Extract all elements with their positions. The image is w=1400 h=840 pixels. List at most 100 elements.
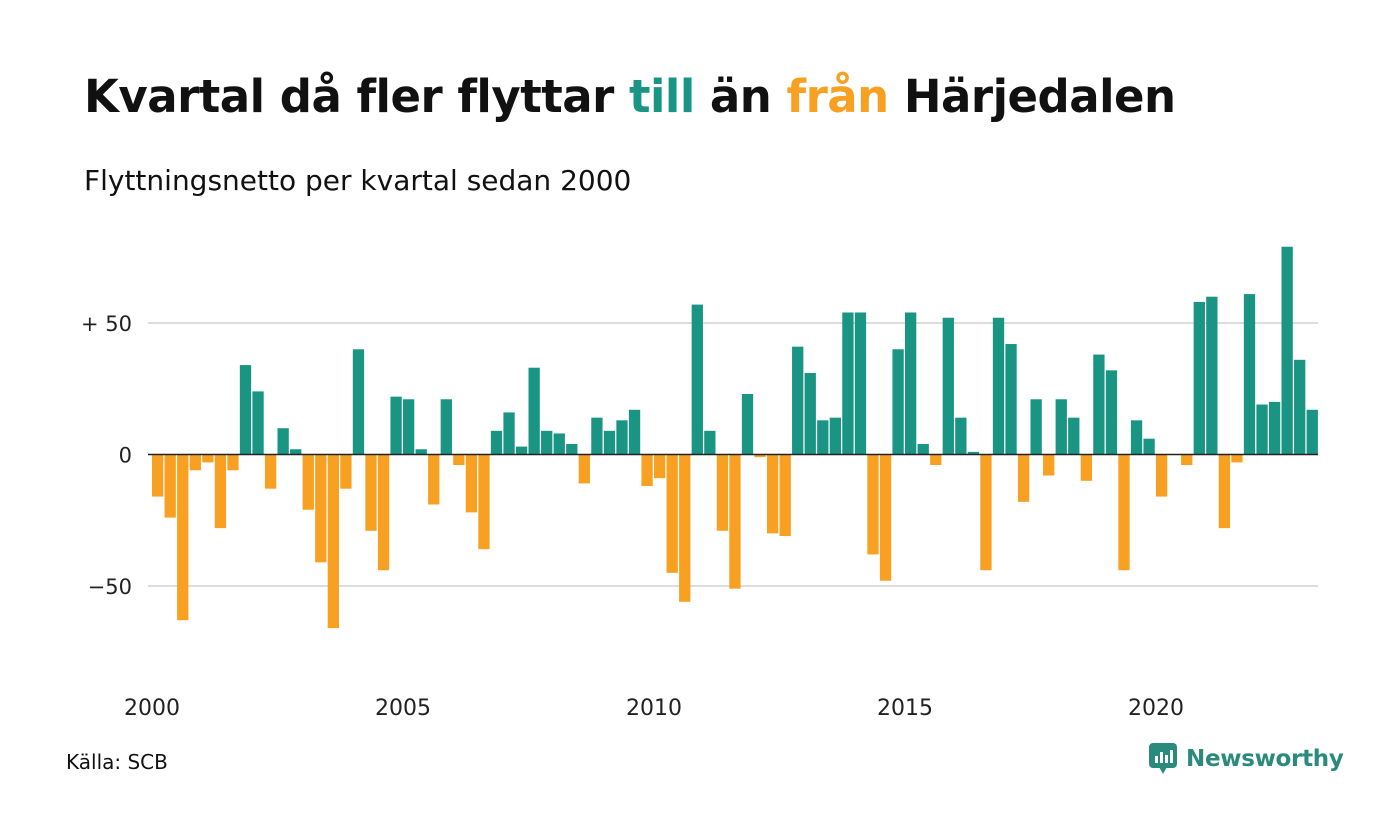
bar: [302, 454, 314, 510]
bar: [152, 454, 164, 497]
bar: [1206, 296, 1218, 455]
chart-title: Kvartal då fler flyttar till än från Här…: [84, 70, 1176, 123]
bar: [503, 412, 515, 455]
bar: [214, 454, 227, 529]
bar: [766, 454, 779, 534]
bar: [1055, 399, 1067, 455]
bar: [189, 454, 201, 471]
bar: [377, 454, 390, 571]
bar: [804, 372, 816, 455]
bar: [352, 349, 365, 455]
title-part-5: Härjedalen: [888, 70, 1176, 123]
bar: [541, 430, 553, 455]
bar: [616, 420, 628, 455]
brand-name: Newsworthy: [1186, 746, 1344, 772]
bar: [591, 417, 603, 455]
x-tick-label: 2020: [1128, 696, 1184, 721]
bar: [729, 454, 741, 589]
bar: [264, 454, 277, 489]
bar: [654, 454, 666, 479]
bar: [578, 454, 590, 484]
bar: [1118, 454, 1130, 571]
bar: [390, 396, 402, 455]
bar: [854, 312, 867, 455]
bar: [1231, 454, 1243, 463]
bar: [980, 454, 992, 571]
bar: [1256, 404, 1268, 455]
bar: [1080, 454, 1092, 481]
bar: [1193, 301, 1205, 455]
bar: [1281, 246, 1293, 455]
brand-logo: Newsworthy: [1148, 742, 1344, 776]
x-tick-label: 2000: [124, 696, 180, 721]
bar: [1243, 294, 1256, 455]
bar: [1043, 454, 1055, 476]
bar: [315, 454, 327, 563]
bar: [239, 365, 252, 455]
bar: [716, 454, 729, 531]
bar: [603, 430, 616, 455]
x-tick-label: 2015: [877, 696, 933, 721]
bar: [1294, 359, 1306, 455]
title-part-till: till: [628, 70, 695, 123]
bar: [227, 454, 239, 471]
bar: [1181, 454, 1193, 466]
title-part-fran: från: [786, 70, 890, 123]
bar: [1143, 438, 1155, 455]
bar: [754, 454, 766, 458]
bar: [942, 317, 954, 455]
bar: [252, 391, 264, 455]
bar: [917, 443, 929, 455]
bar: [1130, 420, 1143, 455]
bar: [164, 454, 176, 518]
bar: [1005, 344, 1017, 455]
bar: [403, 399, 415, 455]
bar: [691, 304, 703, 455]
y-tick-label: −50: [88, 575, 132, 599]
bar: [1068, 417, 1080, 455]
bar: [930, 454, 942, 466]
bar: [465, 454, 478, 513]
bar: [528, 367, 540, 455]
bar: [905, 312, 917, 455]
bar: [892, 349, 904, 455]
bar: [792, 346, 804, 455]
bar: [1218, 454, 1231, 529]
bar: [879, 454, 892, 581]
bar: [453, 454, 465, 466]
bar: [553, 433, 565, 455]
bar: [340, 454, 352, 489]
bar: [955, 417, 967, 455]
bar: [365, 454, 377, 531]
bar: [1156, 454, 1168, 497]
bar: [478, 454, 490, 550]
bar: [1268, 401, 1281, 455]
bar: [679, 454, 691, 602]
bar: [440, 399, 452, 455]
source-note: Källa: SCB: [66, 750, 168, 774]
bar: [817, 420, 829, 455]
bar: [1017, 454, 1030, 502]
bar: [415, 449, 427, 455]
bar: [992, 317, 1005, 455]
bar: [867, 454, 879, 555]
bar: [1105, 370, 1118, 455]
title-part-3: än: [694, 70, 787, 123]
bar: [566, 443, 578, 455]
y-tick-label: + 50: [81, 312, 132, 336]
bar: [428, 454, 440, 505]
bar: [327, 454, 339, 629]
bar: [842, 312, 854, 455]
bar: [741, 394, 754, 455]
bar: [829, 417, 841, 455]
bar: [967, 451, 980, 455]
bar: [290, 449, 302, 455]
y-tick-label: 0: [119, 444, 132, 468]
title-part-1: Kvartal då fler flyttar: [84, 70, 629, 123]
bar: [277, 428, 289, 455]
bar: [779, 454, 791, 537]
bar: [177, 454, 189, 621]
bar: [490, 430, 503, 455]
bar: [628, 409, 641, 455]
